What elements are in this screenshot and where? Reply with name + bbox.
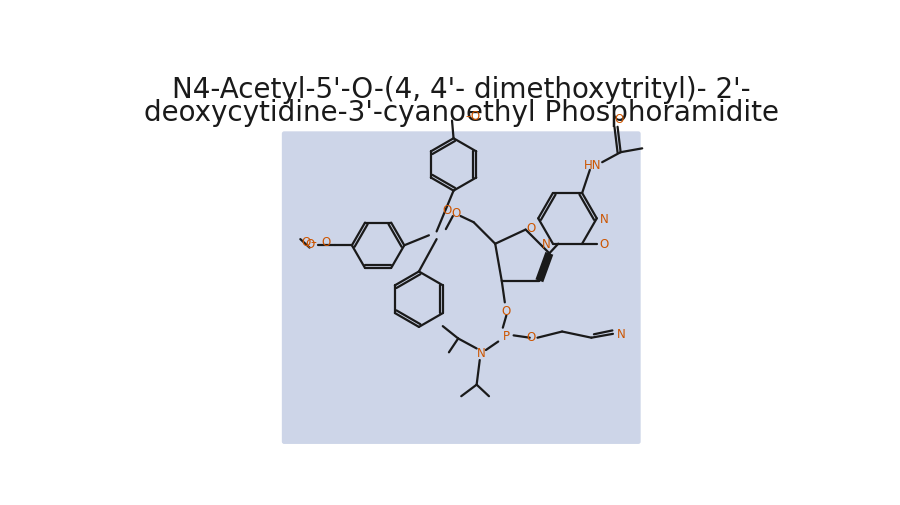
Text: O: O: [302, 235, 310, 248]
Text: HN: HN: [584, 159, 602, 172]
Text: N: N: [617, 327, 626, 340]
Text: O: O: [526, 330, 536, 343]
Text: deoxycytidine-3'-cyanoethyl Phosphoramidite: deoxycytidine-3'-cyanoethyl Phosphoramid…: [144, 99, 778, 127]
Text: O: O: [451, 206, 461, 219]
Text: N4-Acetyl-5'-O-(4, 4'- dimethoxytrityl)- 2'-: N4-Acetyl-5'-O-(4, 4'- dimethoxytrityl)-…: [172, 76, 751, 104]
FancyBboxPatch shape: [282, 132, 641, 444]
Text: O: O: [599, 238, 608, 250]
Text: O: O: [442, 204, 451, 217]
Text: O: O: [305, 238, 314, 251]
Text: O: O: [615, 113, 624, 126]
Text: O: O: [321, 235, 330, 248]
Text: N: N: [542, 238, 550, 250]
Text: N: N: [477, 346, 486, 359]
Text: O: O: [526, 221, 536, 234]
Text: N: N: [600, 213, 608, 225]
Text: P: P: [502, 329, 509, 342]
Text: –O: –O: [466, 110, 481, 122]
Text: –: –: [310, 235, 316, 248]
Text: O: O: [501, 304, 511, 317]
